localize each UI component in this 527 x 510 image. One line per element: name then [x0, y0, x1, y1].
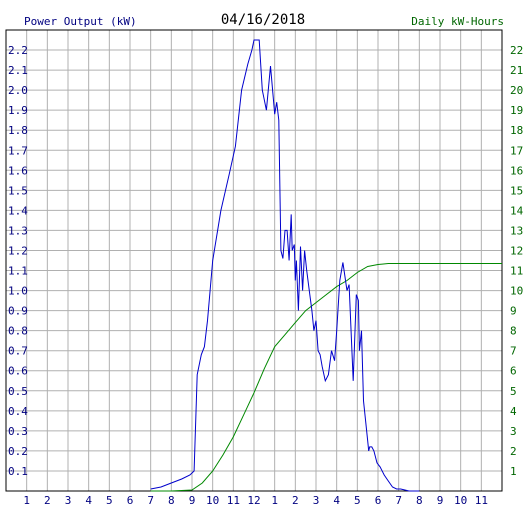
x-tick-label: 1: [271, 494, 278, 507]
right-tick-label: 17: [510, 144, 523, 157]
x-tick-label: 9: [437, 494, 444, 507]
x-tick-label: 11: [227, 494, 240, 507]
x-tick-label: 3: [313, 494, 320, 507]
x-tick-label: 5: [354, 494, 361, 507]
x-tick-label: 10: [454, 494, 467, 507]
right-tick-label: 14: [510, 204, 524, 217]
left-tick-label: 2.0: [8, 84, 28, 97]
x-tick-label: 2: [44, 494, 51, 507]
right-tick-label: 22: [510, 44, 523, 57]
right-tick-label: 8: [510, 325, 517, 338]
x-tick-label: 3: [65, 494, 72, 507]
x-axis-ticks: 1 2 3 4 5 6 7 8 9 10 11 12 1 2 3 4 5 6 7 8 9 10 11: [23, 494, 488, 507]
right-tick-label: 10: [510, 285, 523, 298]
right-tick-label: 12: [510, 244, 523, 257]
right-tick-label: 9: [510, 305, 517, 318]
left-tick-label: 1.7: [8, 144, 28, 157]
left-tick-label: 1.5: [8, 184, 28, 197]
left-tick-label: 0.2: [8, 445, 28, 458]
chart-title: 04/16/2018: [221, 12, 305, 28]
right-tick-label: 3: [510, 425, 517, 438]
right-tick-label: 19: [510, 104, 523, 117]
plot-border: [5, 29, 503, 492]
left-tick-label: 0.4: [8, 405, 28, 418]
left-tick-label: 0.1: [8, 465, 28, 478]
energy-series-line: [150, 263, 502, 492]
right-tick-label: 11: [510, 265, 523, 278]
x-tick-label: 4: [85, 494, 92, 507]
right-tick-label: 21: [510, 64, 523, 77]
right-tick-label: 20: [510, 84, 523, 97]
left-axis-title: Power Output (kW): [24, 15, 137, 28]
right-tick-label: 1: [510, 465, 517, 478]
left-tick-label: 2.1: [8, 64, 28, 77]
x-tick-label: 4: [333, 494, 340, 507]
power-series-line: [150, 39, 420, 492]
right-tick-label: 15: [510, 184, 523, 197]
left-tick-label: 0.7: [8, 345, 28, 358]
left-tick-label: 0.6: [8, 365, 28, 378]
x-tick-label: 10: [206, 494, 219, 507]
right-tick-label: 5: [510, 385, 517, 398]
left-tick-label: 0.8: [8, 325, 28, 338]
x-tick-label: 9: [189, 494, 196, 507]
right-tick-label: 7: [510, 345, 517, 358]
left-axis-ticks: 0.1 0.2 0.3 0.4 0.5 0.6 0.7 0.8 0.9 1.0 1.1 1.2 1.3 1…: [8, 44, 28, 478]
left-tick-label: 1.2: [8, 244, 28, 257]
right-tick-label: 2: [510, 445, 517, 458]
x-tick-label: 2: [292, 494, 299, 507]
x-tick-label: 7: [147, 494, 154, 507]
x-tick-label: 1: [23, 494, 30, 507]
right-tick-label: 13: [510, 224, 523, 237]
x-tick-label: 12: [247, 494, 260, 507]
left-tick-label: 1.4: [8, 204, 28, 217]
left-tick-label: 1.9: [8, 104, 28, 117]
left-tick-label: 2.2: [8, 44, 28, 57]
left-tick-label: 1.6: [8, 164, 28, 177]
left-tick-label: 0.9: [8, 305, 28, 318]
left-tick-label: 1.8: [8, 124, 28, 137]
right-tick-label: 6: [510, 365, 517, 378]
left-tick-label: 1.0: [8, 285, 28, 298]
right-tick-label: 18: [510, 124, 523, 137]
x-tick-label: 8: [168, 494, 175, 507]
x-tick-label: 7: [395, 494, 402, 507]
x-tick-label: 8: [416, 494, 423, 507]
grid-y: [6, 49, 502, 472]
right-tick-label: 16: [510, 164, 523, 177]
left-tick-label: 1.3: [8, 224, 28, 237]
x-tick-label: 6: [375, 494, 382, 507]
left-tick-label: 0.5: [8, 385, 28, 398]
x-tick-label: 6: [127, 494, 134, 507]
right-axis-title: Daily kW-Hours: [411, 15, 504, 28]
right-tick-label: 4: [510, 405, 517, 418]
left-tick-label: 1.1: [8, 265, 28, 278]
left-tick-label: 0.3: [8, 425, 28, 438]
x-tick-label: 5: [106, 494, 113, 507]
x-tick-label: 11: [475, 494, 488, 507]
